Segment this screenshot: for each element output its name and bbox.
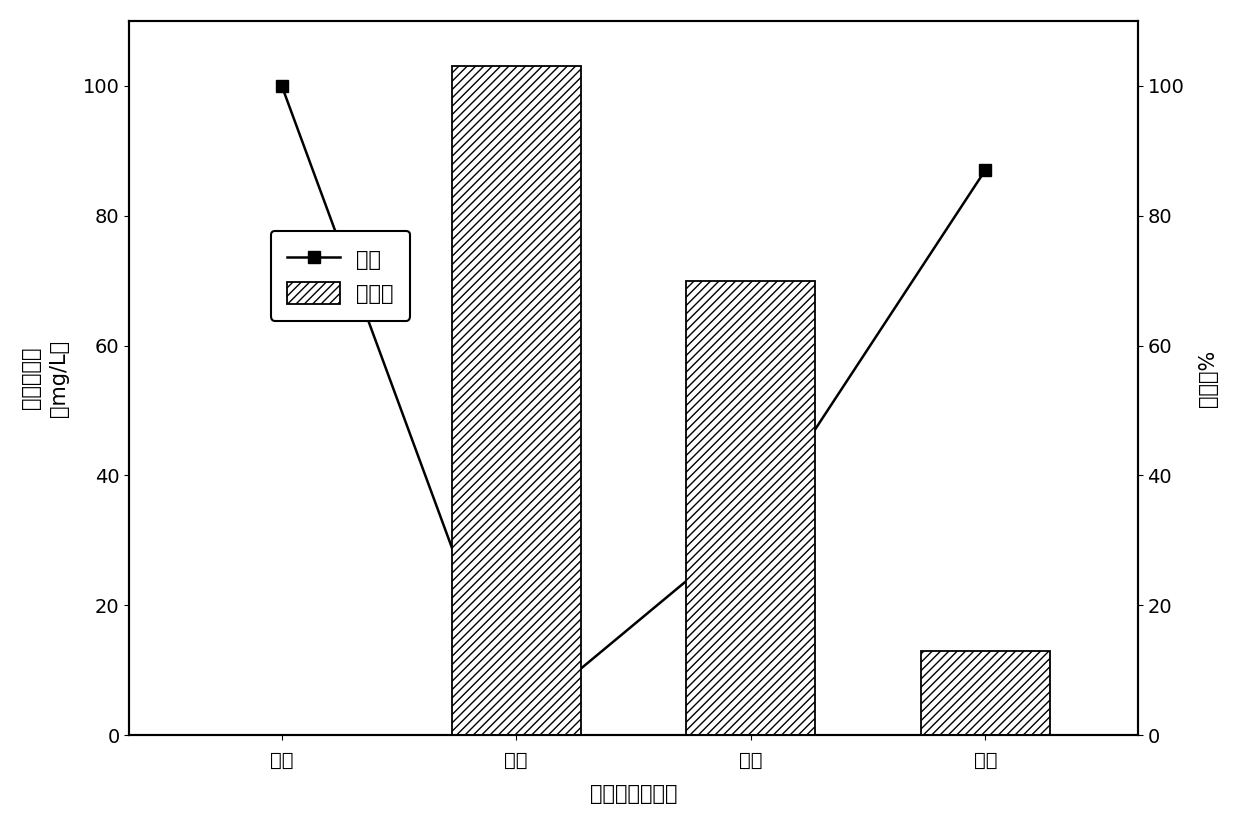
Y-axis label: 去除率%: 去除率% [1198, 350, 1218, 407]
Bar [452, 66, 581, 735]
Bar [686, 280, 815, 735]
Y-axis label: 四环素浓度
（mg/L）: 四环素浓度 （mg/L） [21, 340, 69, 417]
X-axis label: 机械力活化方式: 机械力活化方式 [590, 785, 678, 804]
Bar [921, 651, 1049, 735]
Legend: 浓度, 去除率: 浓度, 去除率 [271, 231, 410, 321]
